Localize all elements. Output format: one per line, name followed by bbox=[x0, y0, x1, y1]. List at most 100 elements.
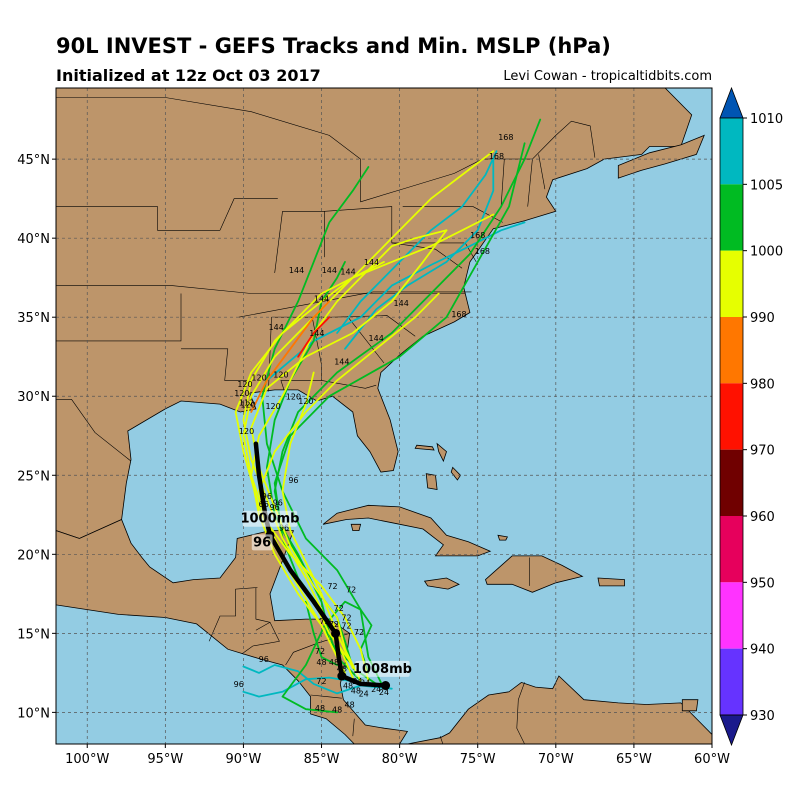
forecast-hour-label: 168 bbox=[451, 310, 466, 319]
grand-bahama-land bbox=[414, 444, 435, 451]
mean-track-label: 1008mb bbox=[353, 662, 412, 677]
lat-tick-label: 15°N bbox=[17, 627, 50, 642]
forecast-hour-label: 72 bbox=[354, 628, 364, 637]
graticule bbox=[56, 88, 712, 744]
lon-tick-label: 90°W bbox=[225, 752, 261, 767]
forecast-hour-label: 96 bbox=[262, 492, 272, 501]
lon-tick-label: 80°W bbox=[382, 752, 418, 767]
forecast-hour-label: 72 bbox=[346, 585, 356, 594]
colorbar-frame bbox=[719, 117, 744, 716]
border-line bbox=[56, 399, 132, 462]
mean-track-point bbox=[331, 628, 341, 638]
border-line bbox=[56, 293, 182, 342]
forecast-hour-label: 48 bbox=[315, 704, 325, 713]
border-line bbox=[208, 587, 258, 642]
colorbar-tick-label: 990 bbox=[750, 311, 775, 326]
forecast-hour-label: 96 bbox=[273, 498, 283, 507]
cuba-land bbox=[322, 504, 492, 557]
eleuthera-land bbox=[450, 466, 462, 481]
border-line bbox=[321, 380, 377, 389]
abaco-land bbox=[436, 442, 447, 463]
forecast-hour-label: 120 bbox=[286, 392, 301, 401]
border-line bbox=[181, 348, 249, 381]
border-line bbox=[538, 154, 546, 190]
colorbar-tick-label: 950 bbox=[750, 576, 775, 591]
border-line bbox=[238, 291, 472, 318]
newfoundland-land bbox=[711, 88, 712, 119]
colorbar-band bbox=[720, 118, 743, 185]
ensemble-track-line bbox=[304, 600, 339, 666]
colorbar-band bbox=[720, 648, 743, 715]
ensemble-track-line bbox=[261, 166, 385, 690]
forecast-hour-label: 120 bbox=[234, 389, 249, 398]
border-line bbox=[516, 682, 525, 744]
mean-label-box bbox=[242, 510, 298, 527]
colorbar-tick-label: 940 bbox=[750, 643, 775, 658]
ensemble-track-line bbox=[242, 676, 370, 698]
init-time-subtitle: Initialized at 12z Oct 03 2017 bbox=[56, 66, 321, 85]
lon-tick-label: 85°W bbox=[304, 752, 340, 767]
jamaica-land bbox=[423, 577, 460, 590]
forecast-hour-label: 24 bbox=[379, 688, 389, 697]
forecast-hour-label: 144 bbox=[340, 268, 355, 277]
mean-track-point bbox=[381, 681, 391, 691]
ensemble-track-line bbox=[297, 316, 331, 358]
forecast-hour-label: 72 bbox=[329, 620, 339, 629]
forecast-hour-label: 96 bbox=[234, 680, 244, 689]
border-line bbox=[332, 315, 416, 337]
forecast-hour-label: 72 bbox=[334, 604, 344, 613]
lon-tick-label: 60°W bbox=[694, 752, 730, 767]
forecast-hour-label: 144 bbox=[334, 358, 349, 367]
border-line bbox=[56, 285, 466, 294]
pressure-colorbar: 1010 1005 1000 990 980 970 960 950 940 930 bbox=[719, 86, 783, 747]
forecast-hour-label: 112 bbox=[239, 399, 254, 408]
lon-tick-label: 100°W bbox=[65, 752, 109, 767]
ensemble-track-line bbox=[250, 300, 331, 413]
border-line bbox=[500, 159, 505, 207]
mean-track-label: 1000mb bbox=[240, 512, 299, 527]
border-line bbox=[241, 621, 280, 655]
border-line bbox=[439, 736, 444, 744]
longitude-axis: 100°W 95°W 90°W 85°W 80°W 75°W 70°W 65°W 60°W bbox=[65, 744, 730, 767]
colorbar-tick-label: 1010 bbox=[750, 112, 783, 127]
colorbar-band bbox=[720, 516, 743, 583]
author-credit: Levi Cowan - tropicaltidbits.com bbox=[503, 69, 712, 84]
forecast-hour-label: 168 bbox=[498, 133, 513, 142]
colorbar-band bbox=[720, 317, 743, 384]
forecast-hour-label: 72 bbox=[341, 622, 351, 631]
forecast-hour-label: 48 bbox=[332, 705, 342, 714]
puerto-rico-land bbox=[597, 577, 625, 587]
mean-track-point bbox=[337, 671, 347, 681]
colorbar-band bbox=[720, 250, 743, 317]
isla-de-la-juventud-land bbox=[350, 523, 362, 531]
lon-tick-label: 95°W bbox=[147, 752, 183, 767]
forecast-hour-label: 168 bbox=[470, 231, 485, 240]
border-line bbox=[352, 718, 355, 737]
forecast-hour-label: 96 bbox=[288, 476, 298, 485]
forecast-hour-label: 144 bbox=[364, 258, 379, 267]
forecast-hour-label: 48 bbox=[316, 658, 326, 667]
south-america-land bbox=[407, 675, 712, 744]
forecast-hour-label: 120 bbox=[265, 402, 280, 411]
colorbar-band bbox=[720, 582, 743, 649]
forecast-hour-label: 144 bbox=[369, 334, 384, 343]
lat-tick-label: 20°N bbox=[17, 548, 50, 563]
forecast-hour-label: 72 bbox=[316, 677, 326, 686]
nova-scotia-land bbox=[617, 134, 705, 179]
latitude-axis: 10°N 15°N 20°N 25°N 30°N 35°N 40°N 45°N bbox=[17, 153, 56, 721]
ensemble-track-line bbox=[250, 229, 448, 658]
colorbar-extend-top bbox=[719, 86, 744, 119]
colorbar-tick-label: 1005 bbox=[750, 178, 783, 193]
forecast-hour-label: 72 bbox=[327, 582, 337, 591]
forecast-hour-label: 24 bbox=[359, 690, 369, 699]
mean-label-box bbox=[355, 660, 410, 677]
border-line bbox=[347, 317, 385, 364]
border-line bbox=[255, 587, 271, 623]
forecast-hour-label: 120 bbox=[298, 397, 313, 406]
ensemble-track-line bbox=[336, 150, 498, 334]
lat-tick-label: 25°N bbox=[17, 469, 50, 484]
ensemble-track-line bbox=[242, 664, 393, 695]
